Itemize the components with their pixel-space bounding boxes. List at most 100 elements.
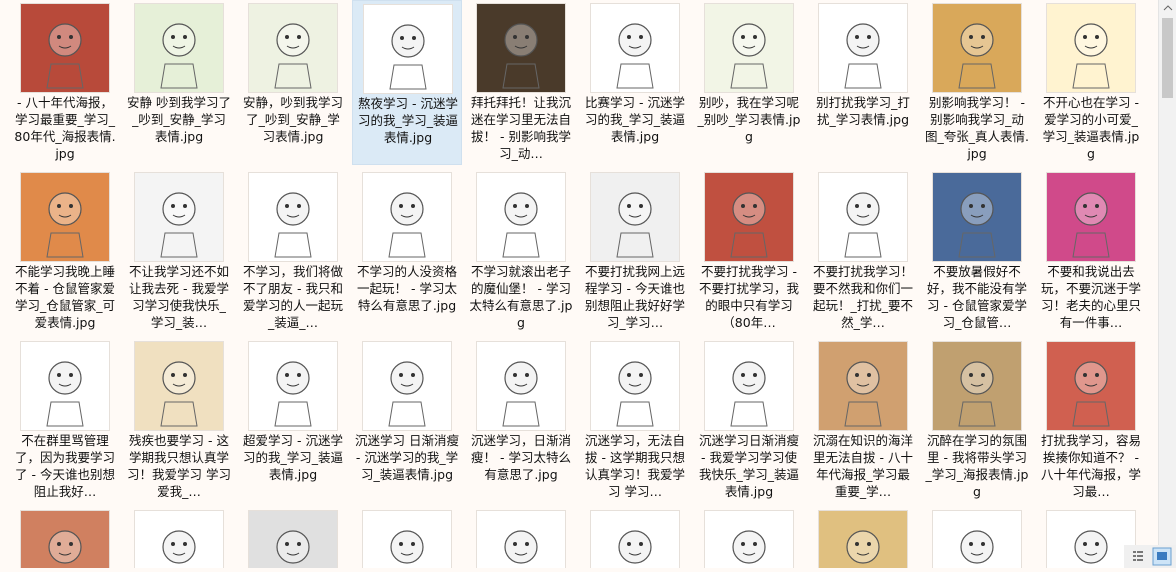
scroll-thumb[interactable] <box>1162 18 1173 98</box>
thumb-art <box>502 361 540 427</box>
file-item[interactable] <box>922 507 1032 568</box>
file-item[interactable]: 不要打扰我学习 - 不要打扰学习，我的眼中只有学习（80年… <box>694 169 804 334</box>
thumb-art <box>48 530 82 564</box>
file-item[interactable]: 不要打扰我网上远程学习 - 今天谁也别想阻止我好好学习_学习… <box>580 169 690 334</box>
file-item[interactable]: 不要和我说出去玩，不要沉迷于学习！老夫的心里只有一件事… <box>1036 169 1146 334</box>
scroll-up[interactable] <box>1159 1 1176 15</box>
thumb-art <box>46 192 84 258</box>
thumbnail <box>362 510 452 568</box>
file-item[interactable] <box>808 507 918 568</box>
file-item[interactable]: - 八十年代海报，学习最重要_学习_80年代_海报表情.jpg <box>10 0 120 165</box>
file-item[interactable]: 比赛学习 - 沉迷学习的我_学习_装逼表情.jpg <box>580 0 690 165</box>
thumb-art <box>616 361 654 427</box>
thumbnail <box>932 3 1022 93</box>
thumb-art <box>844 361 882 427</box>
file-item[interactable] <box>238 507 348 568</box>
view-toggles <box>1124 545 1176 568</box>
file-item[interactable]: 沉迷学习，日渐消瘦！ - 学习太特么有意思了.jpg <box>466 338 576 503</box>
file-name: 沉迷学习，日渐消瘦！ - 学习太特么有意思了.jpg <box>470 433 571 482</box>
file-item[interactable] <box>352 507 462 568</box>
file-item[interactable]: 残疾也要学习 - 这学期我只想认真学习！我爱学习 学习爱我_… <box>124 338 234 503</box>
thumb-art <box>1072 192 1110 258</box>
scrollbar[interactable] <box>1158 0 1176 545</box>
thumbnail <box>704 172 794 262</box>
file-item[interactable]: 沉溺在知识的海洋里无法自拔 - 八十年代海报_学习最重要_学… <box>808 338 918 503</box>
thumb-art <box>844 192 882 258</box>
file-item[interactable] <box>580 507 690 568</box>
thumb-art <box>730 192 768 258</box>
thumbnail <box>134 3 224 93</box>
thumbnail <box>134 172 224 262</box>
thumbnail <box>1046 3 1136 93</box>
file-item[interactable]: 打扰我学习，容易挨揍你知道不？ - 八十年代海报，学习最… <box>1036 338 1146 503</box>
file-item[interactable]: 别吵，我在学习呢_别吵_学习表情.jpg <box>694 0 804 165</box>
file-name: 不学习的人没资格一起玩！ - 学习太特么有意思了.jpg <box>356 264 457 313</box>
file-name: 不能学习我晚上睡不着 - 仓鼠管家爱学习_仓鼠管家_可爱表情.jpg <box>14 264 115 330</box>
file-name: 沉醉在学习的氛围里 - 我将带头学习_学习_海报表情.jpg <box>925 433 1029 499</box>
file-name: 不要打扰我学习 - 不要打扰学习，我的眼中只有学习（80年… <box>698 264 799 330</box>
file-name: 不学习，我们将做不了朋友 - 我只和爱学习的人一起玩_装逼_… <box>242 264 343 330</box>
file-name: 沉迷学习，无法自拔 - 这学期我只想认真学习！我爱学习 学习… <box>584 433 685 499</box>
file-name: 不让我学习还不如让我去死 - 我爱学习学习使我快乐_学习_装… <box>128 264 229 330</box>
thumb-art <box>388 361 426 427</box>
thumb-art <box>958 192 996 258</box>
thumb-art <box>616 192 654 258</box>
file-item[interactable]: 沉迷学习日渐消瘦 - 我爱学习学习使我快乐_学习_装逼表情.jpg <box>694 338 804 503</box>
file-item[interactable]: 不学习，我们将做不了朋友 - 我只和爱学习的人一起玩_装逼_… <box>238 169 348 334</box>
thumbnail <box>1046 172 1136 262</box>
file-item[interactable] <box>10 507 120 568</box>
file-name: 打扰我学习，容易挨揍你知道不？ - 八十年代海报，学习最… <box>1040 433 1141 499</box>
thumbnail <box>476 341 566 431</box>
view-icons[interactable] <box>1124 545 1176 568</box>
thumbnail <box>932 172 1022 262</box>
thumbnail <box>20 341 110 431</box>
thumbnail <box>476 172 566 262</box>
thumbnail <box>476 510 566 568</box>
file-item[interactable]: 别打扰我学习_打扰_学习表情.jpg <box>808 0 918 165</box>
thumb-art <box>502 192 540 258</box>
file-item[interactable]: 超爱学习 - 沉迷学习的我_学习_装逼表情.jpg <box>238 338 348 503</box>
file-item[interactable]: 不开心也在学习 - 爱学习的小可爱_学习_装逼表情.jpg <box>1036 0 1146 165</box>
file-item[interactable]: 别影响我学习！ - 别影响我学习_动图_夸张_真人表情.jpg <box>922 0 1032 165</box>
file-item[interactable]: 沉迷学习 日渐消瘦 - 沉迷学习的我_学习_装逼表情.jpg <box>352 338 462 503</box>
thumb-art <box>730 361 768 427</box>
file-name: 沉溺在知识的海洋里无法自拔 - 八十年代海报_学习最重要_学… <box>812 433 913 499</box>
file-item[interactable]: 拜托拜托！让我沉迷在学习里无法自拔！ - 别影响我学习_动… <box>466 0 576 165</box>
file-item[interactable]: 不让我学习还不如让我去死 - 我爱学习学习使我快乐_学习_装… <box>124 169 234 334</box>
file-name: 残疾也要学习 - 这学期我只想认真学习！我爱学习 学习爱我_… <box>127 433 231 499</box>
thumbnail <box>362 341 452 431</box>
file-item[interactable]: 不学习就滚出老子的魔仙堡！ - 学习太特么有意思了.jpg <box>466 169 576 334</box>
file-name: 沉迷学习 日渐消瘦 - 沉迷学习的我_学习_装逼表情.jpg <box>355 433 459 482</box>
thumb-art <box>958 361 996 427</box>
thumbnail <box>590 341 680 431</box>
thumb-art <box>390 530 424 564</box>
file-item[interactable]: 沉迷学习，无法自拔 - 这学期我只想认真学习！我爱学习 学习… <box>580 338 690 503</box>
file-item[interactable]: 不要打扰我学习！要不然我和你们一起玩！_打扰_要不然_学… <box>808 169 918 334</box>
file-item[interactable]: 不学习的人没资格一起玩！ - 学习太特么有意思了.jpg <box>352 169 462 334</box>
file-item[interactable]: 不能学习我晚上睡不着 - 仓鼠管家爱学习_仓鼠管家_可爱表情.jpg <box>10 169 120 334</box>
file-item[interactable]: 安静，吵到我学习了_吵到_安静_学习表情.jpg <box>238 0 348 165</box>
file-name: 不要放暑假好不好，我不能没有学习 - 仓鼠管家爱学习_仓鼠管… <box>926 264 1027 330</box>
thumb-art <box>618 530 652 564</box>
file-item[interactable]: 沉醉在学习的氛围里 - 我将带头学习_学习_海报表情.jpg <box>922 338 1032 503</box>
file-item[interactable] <box>1036 507 1146 568</box>
file-item[interactable]: 安静 吵到我学习了_吵到_安静_学习表情.jpg <box>124 0 234 165</box>
file-name: 拜托拜托！让我沉迷在学习里无法自拔！ - 别影响我学习_动… <box>470 95 571 161</box>
thumb-art <box>46 23 84 89</box>
thumb-art <box>160 192 198 258</box>
thumb-art <box>389 24 427 90</box>
file-name: 不学习就滚出老子的魔仙堡！ - 学习太特么有意思了.jpg <box>469 264 573 330</box>
file-item[interactable] <box>694 507 804 568</box>
file-item[interactable] <box>466 507 576 568</box>
thumb-art <box>1072 361 1110 427</box>
file-name: 不在群里骂管理了，因为我要学习了 - 今天谁也别想阻止我好… <box>14 433 115 499</box>
thumbnail <box>932 341 1022 431</box>
thumb-art <box>274 192 312 258</box>
file-item[interactable]: 不在群里骂管理了，因为我要学习了 - 今天谁也别想阻止我好… <box>10 338 120 503</box>
thumb-art <box>388 192 426 258</box>
file-item[interactable]: 不要放暑假好不好，我不能没有学习 - 仓鼠管家爱学习_仓鼠管… <box>922 169 1032 334</box>
file-item[interactable]: 熬夜学习 - 沉迷学习的我_学习_装逼表情.jpg <box>352 0 462 165</box>
thumbnail <box>134 341 224 431</box>
file-name: 安静 吵到我学习了_吵到_安静_学习表情.jpg <box>127 95 231 144</box>
file-item[interactable] <box>124 507 234 568</box>
